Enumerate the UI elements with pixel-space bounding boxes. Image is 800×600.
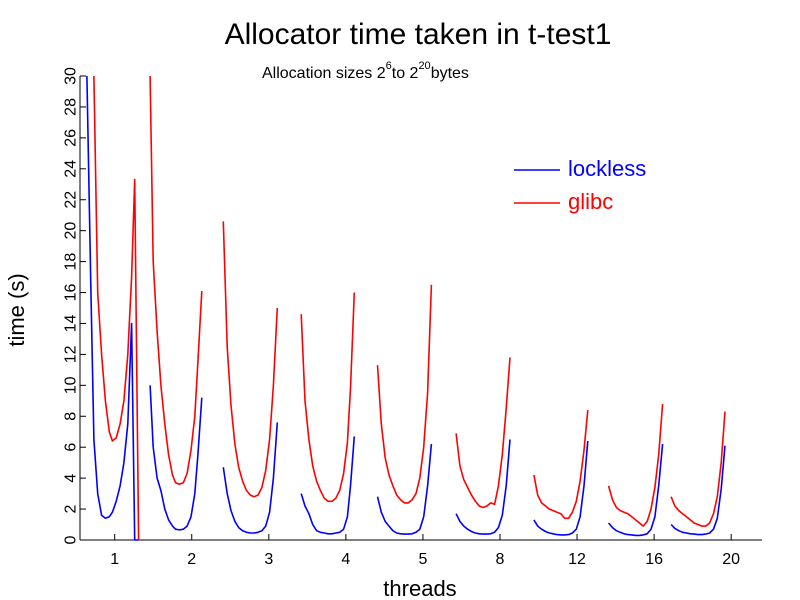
chart-title: Allocator time taken in t-test1 (225, 18, 612, 51)
glibc-series-line (376, 284, 433, 504)
legend-label-lockless: lockless (568, 156, 646, 181)
lockless-series-line (86, 75, 139, 541)
subtitle-exponent-1: 6 (386, 60, 392, 72)
lockless-series-line (376, 444, 433, 535)
x-tick-label: 12 (568, 551, 586, 568)
subtitle-suffix: bytes (431, 65, 469, 82)
glibc-series-line (670, 411, 726, 527)
x-tick-label: 8 (496, 551, 505, 568)
y-tick-label: 16 (63, 284, 80, 302)
y-tick-label: 14 (63, 314, 80, 332)
y-tick-label: 12 (63, 345, 80, 363)
y-tick-label: 6 (63, 443, 80, 452)
legend: lockless glibc (514, 156, 646, 214)
subtitle-exponent-2: 20 (418, 60, 430, 72)
glibc-series-line (222, 221, 279, 498)
glibc-series-line (93, 75, 140, 541)
glibc-series-line (607, 403, 664, 527)
x-axis-label: threads (383, 576, 456, 600)
y-tick-label: 10 (63, 376, 80, 394)
x-tick-label: 5 (418, 551, 427, 568)
lockless-series-line (300, 436, 356, 535)
chart-subtitle: Allocation sizes 26to 220bytes (262, 60, 469, 82)
y-tick-label: 24 (63, 160, 80, 178)
y-tick-label: 0 (63, 535, 80, 544)
glibc-series-line (455, 357, 511, 509)
y-axis-label: time (s) (4, 273, 29, 346)
plot-area (86, 75, 726, 541)
x-tick-label: 2 (187, 551, 196, 568)
y-tick-label: 8 (63, 412, 80, 421)
x-axis-ticks: 1 2 3 4 5 8 12 16 20 (110, 534, 740, 568)
legend-label-glibc: glibc (568, 189, 613, 214)
y-tick-label: 28 (63, 98, 80, 116)
axes (79, 76, 762, 541)
glibc-series-line (300, 292, 356, 503)
y-tick-label: 26 (63, 129, 80, 147)
subtitle-middle: to 2 (392, 65, 419, 82)
lockless-series-line (607, 444, 664, 537)
x-tick-label: 3 (264, 551, 273, 568)
glibc-series-line (149, 75, 203, 486)
x-tick-label: 16 (645, 551, 663, 568)
x-tick-label: 20 (722, 551, 740, 568)
subtitle-prefix: Allocation sizes 2 (262, 65, 386, 82)
lockless-series-line (222, 422, 279, 534)
lockless-series-line (533, 440, 589, 536)
y-tick-label: 18 (63, 253, 80, 271)
lockless-series-line (670, 445, 726, 536)
lockless-series-line (455, 439, 511, 535)
y-tick-label: 2 (63, 505, 80, 514)
glibc-series-line (533, 410, 589, 520)
lockless-series-line (149, 385, 203, 531)
x-tick-label: 1 (110, 551, 119, 568)
y-tick-label: 4 (63, 474, 80, 483)
y-tick-label: 20 (63, 222, 80, 240)
x-tick-label: 4 (341, 551, 350, 568)
y-tick-label: 30 (63, 67, 80, 85)
y-tick-label: 22 (63, 191, 80, 209)
